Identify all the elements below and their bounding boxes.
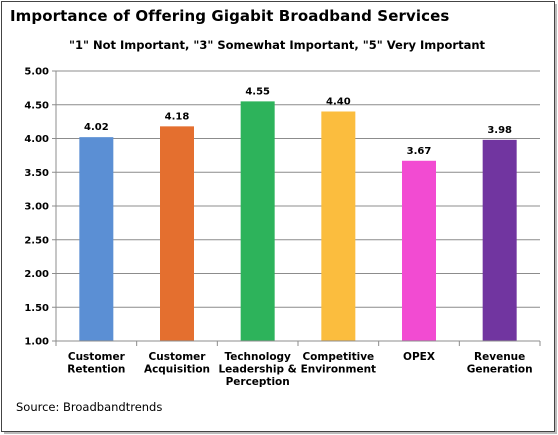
y-tick-label: 4.00 [24, 134, 49, 145]
source-note: Source: Broadbandtrends [16, 400, 163, 414]
data-label: 3.98 [487, 125, 512, 136]
x-tick-label: Revenue [474, 351, 525, 363]
x-tick-label: Generation [467, 364, 533, 376]
data-label: 4.18 [165, 111, 190, 122]
data-label: 4.55 [245, 86, 270, 97]
x-tick-label: Environment [301, 364, 377, 376]
y-tick-label: 3.50 [24, 168, 49, 179]
bar [482, 139, 517, 341]
chart-title: Importance of Offering Gigabit Broadband… [10, 7, 450, 25]
y-tick-label: 2.00 [24, 269, 49, 280]
y-tick-label: 4.50 [24, 100, 49, 111]
data-label: 4.40 [326, 97, 351, 108]
x-tick-label: Leadership & [218, 364, 296, 376]
x-tick-label: Competitive [302, 351, 374, 363]
bar [402, 160, 436, 341]
bar [240, 101, 275, 341]
data-label: 3.67 [407, 146, 432, 157]
chart-subtitle: "1" Not Important, "3" Somewhat Importan… [68, 38, 486, 52]
x-tick-label: Customer [68, 351, 126, 363]
y-tick-label: 1.50 [24, 303, 49, 314]
data-label: 4.02 [84, 122, 109, 133]
x-tick-label: Customer [149, 351, 207, 363]
y-tick-label: 2.50 [24, 235, 49, 246]
x-tick-label: OPEX [403, 351, 435, 363]
y-tick-label: 5.00 [24, 67, 49, 78]
bar [321, 111, 356, 341]
x-tick-label: Perception [226, 376, 290, 388]
x-tick-label: Retention [67, 364, 125, 376]
bar [160, 126, 194, 341]
y-tick-label: 3.00 [24, 202, 49, 213]
x-tick-label: Acquisition [144, 364, 210, 376]
y-tick-label: 1.00 [24, 337, 49, 348]
bar [79, 137, 114, 341]
x-tick-label: Technology [224, 351, 291, 363]
